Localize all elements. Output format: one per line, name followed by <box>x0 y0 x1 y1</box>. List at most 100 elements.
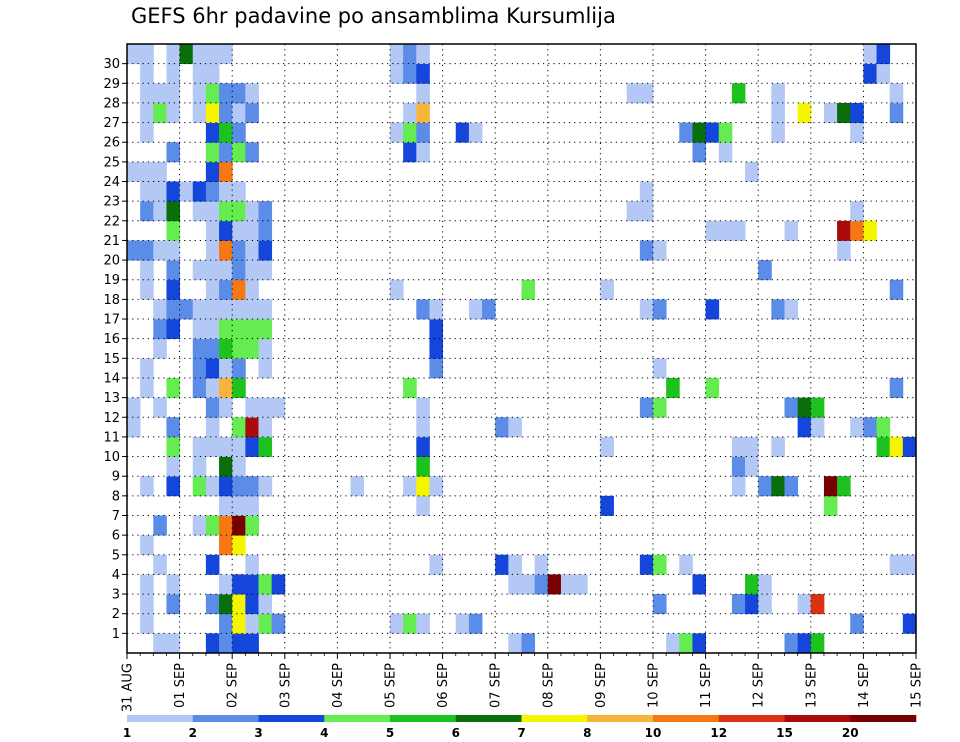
heatmap-cell <box>403 476 417 497</box>
heatmap-cell <box>771 83 785 104</box>
heatmap-cell <box>837 476 851 497</box>
legend-label: 6 <box>452 726 460 740</box>
y-tick-label: 3 <box>112 588 120 603</box>
heatmap-cell <box>153 102 167 123</box>
heatmap-cell <box>166 594 180 615</box>
heatmap-cell <box>758 574 772 595</box>
heatmap-cell <box>192 83 207 104</box>
heatmap-cell <box>455 613 470 634</box>
heatmap-cell <box>127 397 141 418</box>
y-tick-label: 27 <box>103 116 120 131</box>
heatmap-cell <box>232 122 246 143</box>
heatmap-cell <box>232 102 246 123</box>
heatmap-cell <box>797 417 812 438</box>
heatmap-cell <box>468 299 483 320</box>
chart-title: GEFS 6hr padavine po ansamblima Kursumli… <box>131 4 616 28</box>
heatmap-cell <box>140 161 167 182</box>
y-tick-label: 11 <box>103 430 120 445</box>
heatmap-cell <box>390 279 404 300</box>
heatmap-cell <box>403 122 417 143</box>
x-tick-label: 11 SEP <box>699 663 714 708</box>
heatmap-cell <box>889 83 904 104</box>
heatmap-cell <box>653 358 667 379</box>
heatmap-cell <box>192 476 207 497</box>
legend-swatch <box>192 715 259 722</box>
y-axis: 1234567891011121314151617181920212223242… <box>103 57 127 642</box>
heatmap-cell <box>245 260 259 281</box>
heatmap-cell <box>166 436 180 457</box>
heatmap-cell <box>245 102 259 123</box>
heatmap-cell <box>232 220 259 241</box>
heatmap-cell <box>876 63 891 84</box>
heatmap-cell <box>192 515 207 536</box>
y-tick-label: 24 <box>103 175 120 190</box>
heatmap-cell <box>179 44 194 65</box>
heatmap-cell <box>639 299 654 320</box>
legend-swatch <box>850 715 917 722</box>
x-tick-label: 07 SEP <box>489 663 504 708</box>
heatmap-cell <box>429 338 443 359</box>
legend-swatch <box>718 715 785 722</box>
heatmap-cell <box>219 397 233 418</box>
x-tick-label: 14 SEP <box>857 663 872 708</box>
heatmap-cell <box>140 260 154 281</box>
heatmap-cell <box>219 338 233 359</box>
heatmap-cell <box>258 613 273 634</box>
heatmap-cell <box>245 142 259 163</box>
heatmap-cell <box>889 102 904 123</box>
heatmap-cell <box>219 377 233 399</box>
x-tick-label: 10 SEP <box>647 663 662 708</box>
heatmap-cell <box>850 201 864 222</box>
heatmap-cell <box>245 554 259 575</box>
heatmap-cell <box>232 279 246 300</box>
legend-swatch <box>390 715 457 722</box>
heatmap-cell <box>192 260 233 281</box>
heatmap-cell <box>219 495 259 516</box>
legend-label: 1 <box>123 726 131 740</box>
heatmap-cell <box>258 358 273 379</box>
heatmap-cell <box>705 299 720 320</box>
heatmap-cell <box>429 554 443 575</box>
legend-label: 20 <box>842 726 859 740</box>
heatmap-cell <box>245 240 259 261</box>
heatmap-cell <box>876 417 891 438</box>
heatmap-cell <box>521 279 536 300</box>
heatmap-cell <box>192 181 207 202</box>
heatmap-cell <box>745 456 759 477</box>
heatmap-cell <box>140 377 154 399</box>
heatmap-cell <box>205 240 220 261</box>
heatmap-cell <box>166 142 180 163</box>
heatmap-cell <box>639 554 654 575</box>
heatmap-cell <box>140 102 154 123</box>
heatmap-cell <box>258 240 273 261</box>
x-tick-label: 06 SEP <box>436 663 451 708</box>
heatmap-cell <box>166 102 180 123</box>
heatmap-cell <box>245 594 259 615</box>
heatmap-cell <box>416 456 430 477</box>
heatmap-cell <box>508 633 522 654</box>
heatmap-cell <box>153 633 180 654</box>
heatmap-cell <box>416 142 430 163</box>
heatmap-cell <box>179 181 194 202</box>
heatmap-cell <box>127 161 141 182</box>
heatmap-cell <box>534 574 549 595</box>
heatmap-cell <box>429 319 443 340</box>
heatmap-cells <box>127 44 917 654</box>
heatmap-cell <box>429 358 443 379</box>
heatmap-cell <box>823 495 838 516</box>
heatmap-cell <box>534 554 549 575</box>
heatmap-cell <box>232 613 246 634</box>
heatmap-cell <box>508 417 522 438</box>
heatmap-cell <box>600 279 614 300</box>
heatmap-cell <box>797 633 812 654</box>
heatmap-cell <box>850 220 864 241</box>
heatmap-cell <box>166 574 180 595</box>
color-legend: 1 2 3 4 5 6 7 8 10 12 15 20 <box>123 715 917 740</box>
heatmap-cell <box>403 613 417 634</box>
heatmap-cell <box>639 181 654 202</box>
heatmap-cell <box>416 476 430 497</box>
legend-label: 3 <box>254 726 262 740</box>
heatmap-cell <box>639 240 654 261</box>
legend-swatch <box>521 715 588 722</box>
heatmap-cell <box>468 613 483 634</box>
